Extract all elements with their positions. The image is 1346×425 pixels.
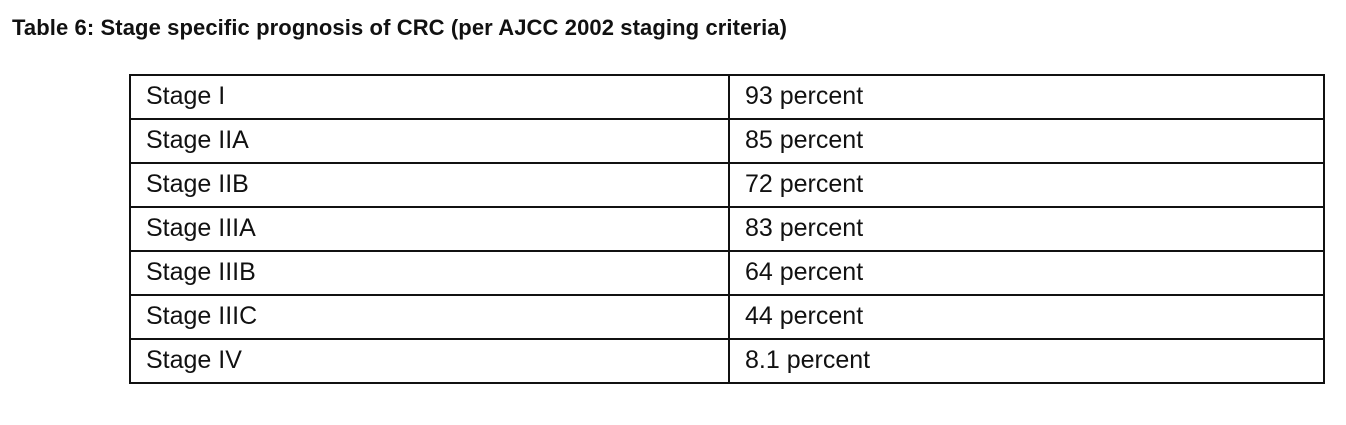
stage-cell: Stage IV — [129, 338, 730, 384]
table-row: Stage IIIC 44 percent — [129, 294, 1325, 340]
stage-cell: Stage I — [129, 74, 730, 120]
survival-cell: 83 percent — [728, 206, 1325, 252]
table-row: Stage I 93 percent — [129, 74, 1325, 120]
table-row: Stage IIA 85 percent — [129, 118, 1325, 164]
survival-cell: 85 percent — [728, 118, 1325, 164]
survival-cell: 64 percent — [728, 250, 1325, 296]
table-row: Stage IV 8.1 percent — [129, 338, 1325, 384]
stage-cell: Stage IIIC — [129, 294, 730, 340]
survival-cell: 72 percent — [728, 162, 1325, 208]
stage-cell: Stage IIA — [129, 118, 730, 164]
table-row: Stage IIB 72 percent — [129, 162, 1325, 208]
survival-cell: 8.1 percent — [728, 338, 1325, 384]
survival-cell: 44 percent — [728, 294, 1325, 340]
table-row: Stage IIIB 64 percent — [129, 250, 1325, 296]
stage-cell: Stage IIIB — [129, 250, 730, 296]
survival-cell: 93 percent — [728, 74, 1325, 120]
table-caption: Table 6: Stage specific prognosis of CRC… — [12, 15, 788, 40]
table-row: Stage IIIA 83 percent — [129, 206, 1325, 252]
stage-cell: Stage IIIA — [129, 206, 730, 252]
prognosis-table: Stage I 93 percent Stage IIA 85 percent … — [129, 74, 1325, 384]
stage-cell: Stage IIB — [129, 162, 730, 208]
